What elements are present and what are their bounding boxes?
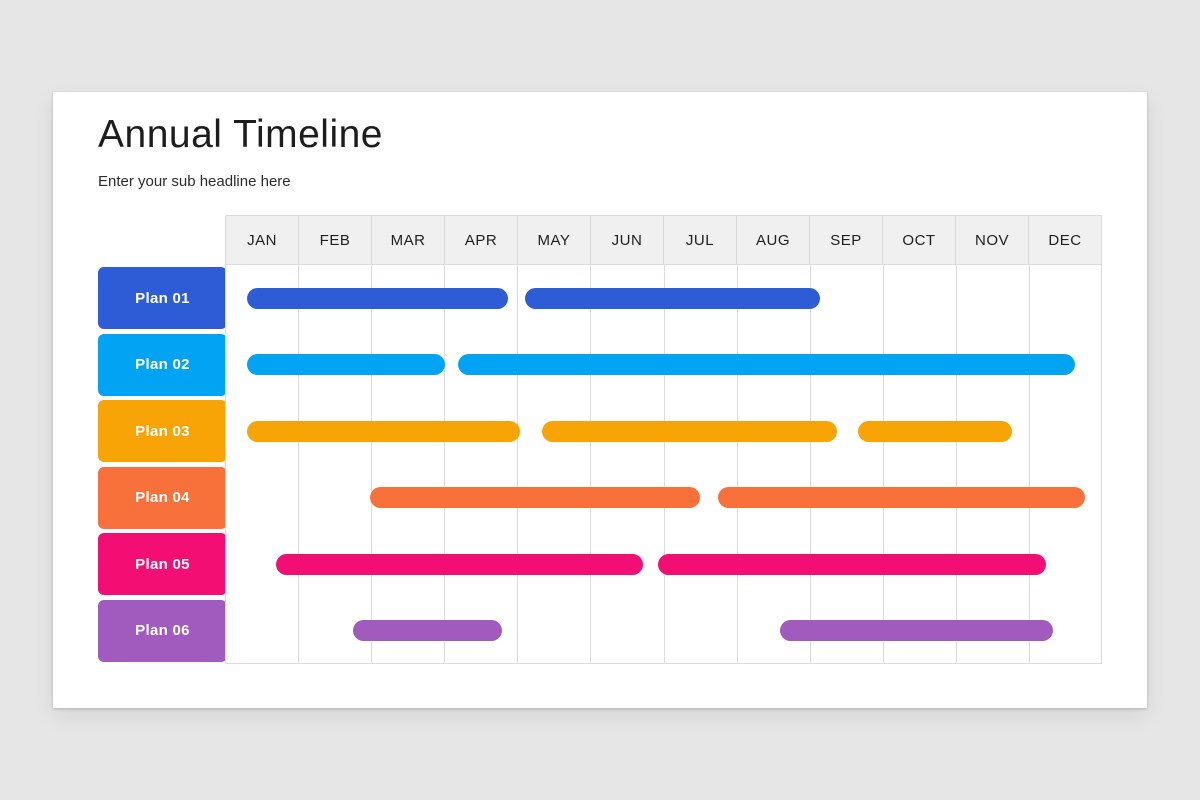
gantt-row: [225, 531, 1102, 598]
gantt-bar: [780, 620, 1054, 641]
month-header-cell: JAN: [226, 216, 299, 264]
plan-label: Plan 03: [98, 400, 227, 463]
month-gridline: [663, 265, 665, 663]
month-gridline: [1028, 265, 1030, 663]
month-gridline: [298, 265, 300, 663]
month-gridline: [809, 265, 811, 663]
gantt-bar: [246, 420, 521, 442]
month-header-cell: MAR: [372, 216, 445, 264]
plan-label: Plan 02: [98, 333, 227, 396]
plan-labels-column: Plan 01 Plan 02 Plan 03 Plan 04 Plan 05 Plan …: [98, 265, 227, 664]
page-subtitle: Enter your sub headline here: [98, 173, 291, 190]
month-gridline: [882, 265, 884, 663]
gantt-row: [225, 332, 1102, 399]
plan-label: Plan 06: [98, 599, 227, 662]
month-header-cell: JUL: [664, 216, 737, 264]
gantt-row: [225, 265, 1102, 332]
month-header-cell: MAY: [518, 216, 591, 264]
gantt-bar: [857, 420, 1013, 442]
gantt-bar: [246, 287, 508, 309]
month-header-cell: FEB: [299, 216, 372, 264]
month-gridline: [371, 265, 373, 663]
gantt-bar: [718, 487, 1086, 508]
gantt-bar: [524, 287, 820, 309]
plan-label: Plan 04: [98, 466, 227, 529]
month-header-cell: OCT: [883, 216, 956, 264]
month-header-cell: DEC: [1048, 231, 1082, 249]
month-gridline: [444, 265, 446, 663]
gantt-bar: [246, 354, 445, 375]
slide-card: Annual Timeline Enter your sub headline …: [53, 92, 1147, 708]
month-gridline: [517, 265, 519, 663]
month-header-cell: JUN: [591, 216, 664, 264]
plan-label: Plan 05: [98, 533, 227, 596]
month-header-cell: APR: [445, 216, 518, 264]
month-header-cell: SEP: [810, 216, 883, 264]
gantt-bar: [542, 420, 837, 442]
page-title: Annual Timeline: [98, 113, 383, 156]
month-gridline: [225, 265, 226, 663]
gantt-chart-area: [225, 265, 1102, 664]
month-header-row: JAN FEB MAR APR MAY JUN JUL AUG SEP OCT NOV DEC: [225, 215, 1102, 265]
gantt-row: [225, 398, 1102, 465]
gantt-row: [225, 598, 1102, 665]
gantt-bar: [352, 620, 502, 641]
plan-label: Plan 01: [98, 267, 227, 330]
month-gridline: [590, 265, 592, 663]
month-header-cell: AUG: [737, 216, 810, 264]
gantt-bar: [458, 354, 1075, 375]
month-header-cell: NOV: [956, 216, 1029, 264]
month-gridline: [955, 265, 957, 663]
gantt-row: [225, 465, 1102, 532]
gantt-bar: [369, 487, 701, 508]
month-gridline: [736, 265, 738, 663]
gantt-bar: [658, 553, 1046, 575]
gantt-bar: [276, 553, 644, 575]
month-gridline: [1101, 265, 1102, 663]
